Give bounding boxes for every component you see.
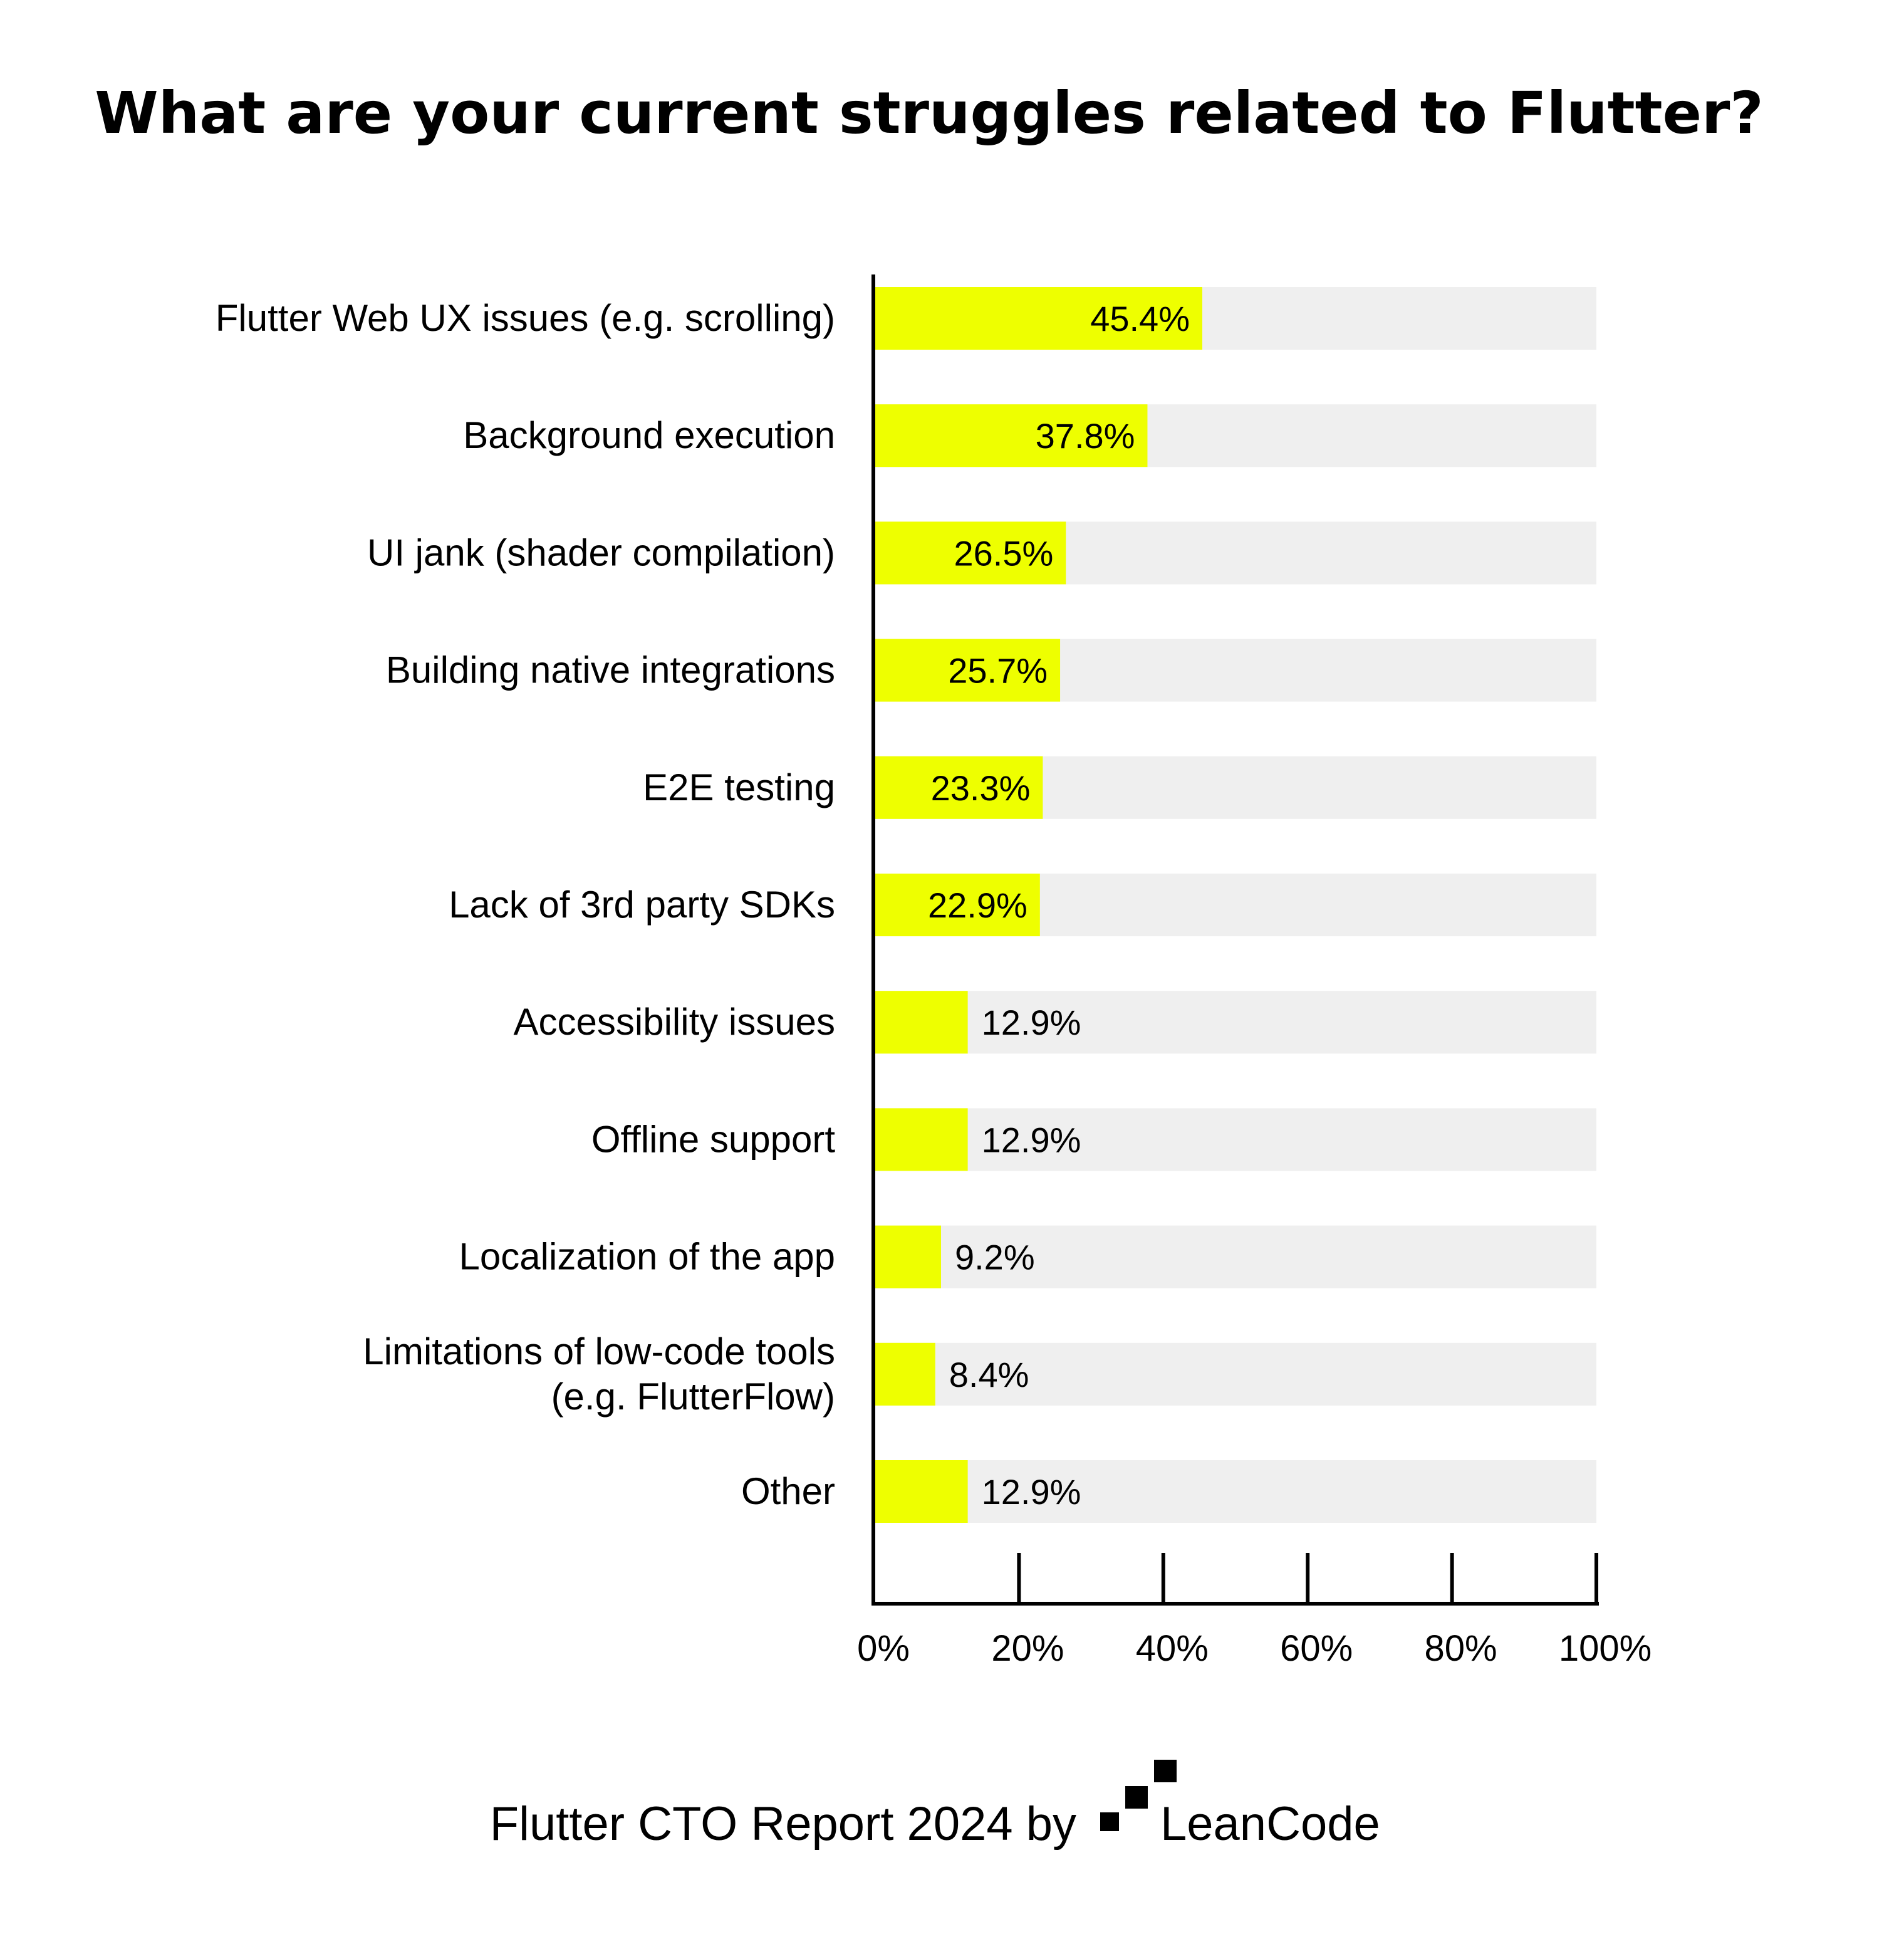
category-label: Lack of 3rd party SDKs — [449, 884, 835, 926]
value-label: 12.9% — [982, 1003, 1081, 1042]
value-label: 12.9% — [982, 1120, 1081, 1159]
bar — [875, 756, 1043, 819]
category-label: (e.g. FlutterFlow) — [551, 1376, 835, 1418]
x-tick-label: 100% — [1559, 1628, 1652, 1669]
x-tick-label: 0% — [857, 1628, 910, 1669]
value-label: 8.4% — [949, 1355, 1029, 1394]
leancode-logo-icon — [1100, 1760, 1177, 1831]
bar-track — [875, 1225, 1596, 1288]
bar-track — [875, 1342, 1596, 1406]
footer-brand: LeanCode — [1160, 1797, 1380, 1851]
x-tick-label: 40% — [1136, 1628, 1209, 1669]
category-label: E2E testing — [643, 766, 835, 808]
category-label: Background execution — [463, 414, 835, 456]
category-label: Other — [741, 1470, 835, 1512]
category-label: Flutter Web UX issues (e.g. scrolling) — [216, 297, 835, 339]
category-label: Offline support — [591, 1118, 835, 1160]
value-label: 12.9% — [982, 1472, 1081, 1512]
bar — [875, 1460, 968, 1523]
value-label: 23.3% — [931, 768, 1031, 808]
footer-text: Flutter CTO Report 2024 by — [490, 1797, 1076, 1851]
bar — [875, 1225, 941, 1288]
category-label: UI jank (shader compilation) — [367, 531, 835, 573]
category-label: Localization of the app — [459, 1236, 835, 1278]
bar — [875, 639, 1061, 702]
bar — [875, 404, 1148, 468]
bar-track — [875, 991, 1596, 1054]
bar-track — [875, 1460, 1596, 1523]
value-label: 9.2% — [955, 1238, 1035, 1277]
category-label: Limitations of low-code tools — [363, 1330, 835, 1372]
category-label: Accessibility issues — [514, 1001, 836, 1043]
bar — [875, 1342, 935, 1406]
bar — [875, 1108, 968, 1171]
footer: Flutter CTO Report 2024 by LeanCode — [490, 1760, 1380, 1851]
category-label: Building native integrations — [386, 649, 835, 691]
value-label: 37.8% — [1036, 416, 1135, 456]
value-label: 45.4% — [1090, 299, 1190, 338]
x-tick-label: 20% — [991, 1628, 1064, 1669]
bar — [875, 287, 1203, 350]
bar — [875, 991, 968, 1054]
value-label: 26.5% — [954, 533, 1053, 573]
bar — [875, 521, 1066, 585]
bar — [875, 874, 1040, 936]
value-label: 22.9% — [928, 886, 1027, 925]
x-tick-label: 80% — [1425, 1628, 1497, 1669]
bar-track — [875, 1108, 1596, 1171]
value-label: 25.7% — [948, 651, 1048, 691]
chart-title: What are your current struggles related … — [95, 80, 1764, 147]
x-tick-label: 60% — [1280, 1628, 1353, 1669]
